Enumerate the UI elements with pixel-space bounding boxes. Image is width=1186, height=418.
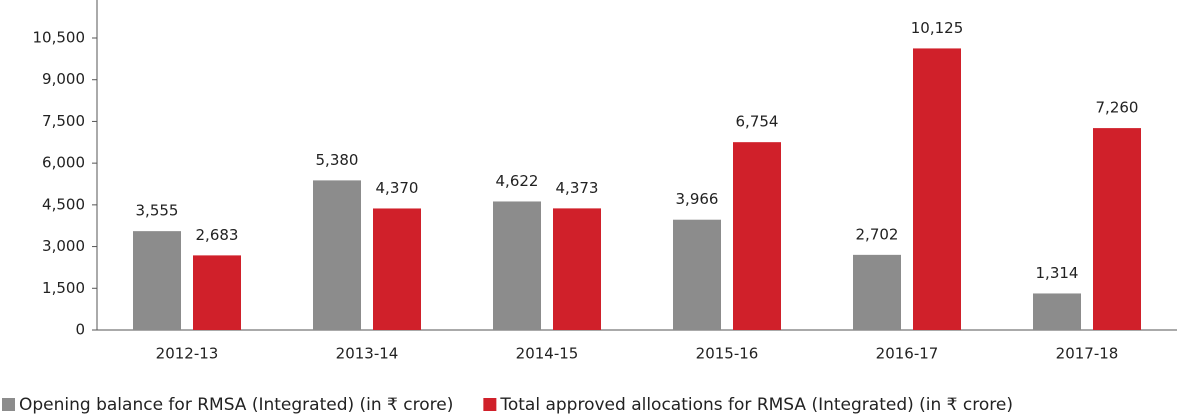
y-tick-label: 3,000 xyxy=(42,237,85,255)
legend-label: Total approved allocations for RMSA (Int… xyxy=(499,395,1013,415)
value-label: 3,966 xyxy=(676,190,719,208)
value-label: 2,702 xyxy=(856,225,899,243)
value-label: 5,380 xyxy=(316,151,359,169)
y-tick-label: 9,000 xyxy=(42,70,85,88)
value-label: 2,683 xyxy=(196,226,239,244)
y-tick-label: 0 xyxy=(75,321,85,339)
y-tick-label: 7,500 xyxy=(42,112,85,130)
value-label: 10,125 xyxy=(911,19,964,37)
x-tick-label: 2013-14 xyxy=(336,345,399,363)
value-label: 1,314 xyxy=(1036,264,1079,282)
x-tick-label: 2014-15 xyxy=(516,345,579,363)
bar xyxy=(1033,293,1081,330)
y-tick-label: 4,500 xyxy=(42,195,85,213)
bar xyxy=(313,180,361,330)
value-label: 7,260 xyxy=(1096,99,1139,117)
legend-swatch xyxy=(483,398,497,411)
y-tick-label: 1,500 xyxy=(42,279,85,297)
bar xyxy=(853,254,901,330)
legend-swatch xyxy=(2,398,15,411)
value-label: 4,373 xyxy=(556,179,599,197)
value-label: 3,555 xyxy=(136,202,179,220)
bar xyxy=(673,219,721,330)
y-tick-label: 10,500 xyxy=(33,29,86,47)
bar xyxy=(493,201,541,330)
bar xyxy=(373,208,421,330)
bar xyxy=(733,142,781,330)
x-tick-label: 2016-17 xyxy=(876,345,939,363)
value-label: 4,370 xyxy=(376,179,419,197)
value-label: 4,622 xyxy=(496,172,539,190)
value-label: 6,754 xyxy=(736,113,779,131)
bar xyxy=(1093,128,1141,330)
legend-label: Opening balance for RMSA (Integrated) (i… xyxy=(19,395,453,415)
x-tick-label: 2017-18 xyxy=(1056,345,1119,363)
bar xyxy=(913,48,961,331)
bar xyxy=(193,255,241,330)
y-tick-label: 6,000 xyxy=(42,154,85,172)
bar xyxy=(553,208,601,330)
bar xyxy=(133,231,181,330)
x-tick-label: 2015-16 xyxy=(696,345,759,363)
x-tick-label: 2012-13 xyxy=(156,345,219,363)
